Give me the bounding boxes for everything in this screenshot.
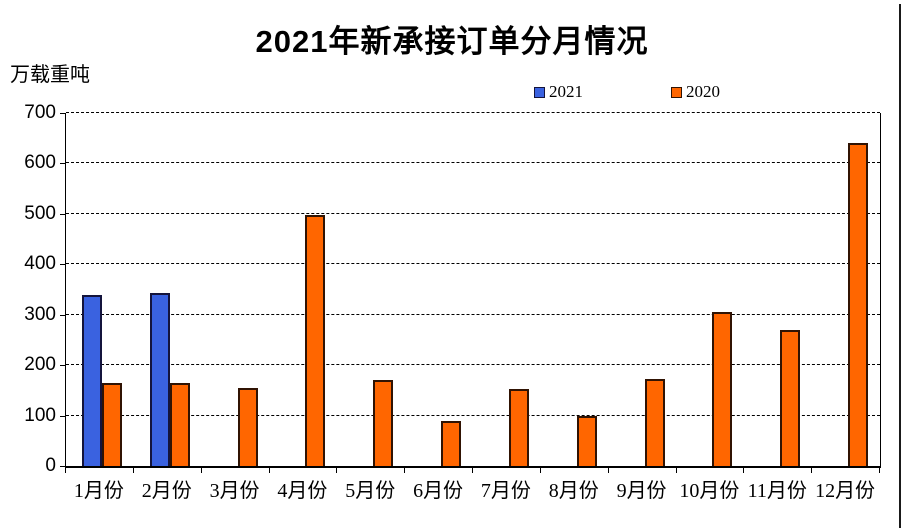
y-tick-mark-400 — [60, 264, 65, 266]
bar-2020-6月份 — [441, 420, 462, 466]
gridline-100 — [66, 414, 880, 416]
image-right-edge-line — [899, 4, 901, 528]
bar-2020-9月份 — [644, 379, 665, 466]
x-tick-mark-2 — [200, 468, 202, 473]
y-tick-label-600: 600 — [24, 152, 56, 174]
y-tick-mark-600 — [60, 163, 65, 165]
bar-2021-1月份 — [81, 294, 102, 466]
bar-2020-3月份 — [237, 387, 258, 466]
bar-2020-12月份 — [848, 143, 869, 466]
legend-swatch-2021-icon — [534, 86, 545, 98]
bar-group-9月份 — [609, 113, 677, 466]
x-tick-label-1月份: 1月份 — [73, 480, 124, 502]
y-tick-mark-100 — [60, 415, 65, 417]
legend: 2021 2020 — [534, 82, 720, 102]
x-tick-mark-1 — [132, 468, 134, 473]
bar-2020-5月份 — [373, 380, 394, 466]
bar-group-7月份 — [473, 113, 541, 466]
x-tick-mark-11 — [811, 468, 813, 473]
x-tick-label-3月份: 3月份 — [209, 480, 260, 502]
x-tick-mark-4 — [336, 468, 338, 473]
bar-group-1月份 — [66, 113, 134, 466]
y-tick-label-100: 100 — [24, 404, 56, 426]
bar-2020-10月份 — [712, 312, 733, 466]
plot-area — [65, 112, 881, 468]
bar-2020-7月份 — [508, 389, 529, 466]
bar-2020-4月份 — [305, 214, 326, 466]
bar-2020-11月份 — [780, 329, 801, 466]
y-tick-mark-500 — [60, 213, 65, 215]
legend-swatch-2020-icon — [671, 86, 682, 98]
gridline-700 — [66, 112, 880, 113]
bar-2020-2月份 — [169, 382, 190, 466]
x-tick-label-11月份: 11月份 — [747, 480, 807, 502]
y-tick-label-200: 200 — [24, 354, 56, 376]
y-tick-label-400: 400 — [24, 253, 56, 275]
x-tick-mark-6 — [472, 468, 473, 473]
x-tick-label-2月份: 2月份 — [141, 480, 192, 502]
gridline-300 — [66, 313, 880, 315]
y-axis-unit-label: 万载重吨 — [10, 64, 90, 86]
bar-group-4月份 — [270, 113, 338, 466]
legend-item-2021: 2021 — [534, 82, 583, 102]
legend-item-2020: 2020 — [671, 82, 720, 102]
x-tick-mark-10 — [743, 468, 745, 473]
bar-group-8月份 — [541, 113, 609, 466]
bar-group-12月份 — [812, 113, 880, 466]
x-tick-label-7月份: 7月份 — [480, 480, 531, 502]
bar-2020-8月份 — [576, 415, 597, 466]
y-tick-label-500: 500 — [24, 202, 56, 224]
bar-group-3月份 — [202, 113, 270, 466]
chart-title: 2021年新承接订单分月情况 — [255, 24, 649, 59]
legend-label-2020: 2020 — [686, 82, 720, 101]
gridline-200 — [66, 364, 880, 366]
x-tick-label-4月份: 4月份 — [277, 480, 328, 502]
y-tick-mark-0 — [60, 466, 65, 467]
bar-2020-1月份 — [101, 382, 122, 466]
gridline-600 — [66, 162, 880, 164]
x-tick-mark-12 — [879, 468, 880, 473]
bar-group-10月份 — [677, 113, 745, 466]
x-tick-label-9月份: 9月份 — [616, 480, 667, 502]
x-tick-mark-8 — [607, 468, 609, 473]
y-tick-label-0: 0 — [45, 455, 56, 476]
y-tick-mark-200 — [60, 365, 65, 367]
bar-group-5月份 — [337, 113, 405, 466]
y-tick-label-300: 300 — [24, 303, 56, 325]
gridline-400 — [66, 263, 880, 265]
bar-2021-2月份 — [149, 293, 170, 466]
bar-group-6月份 — [405, 113, 473, 466]
x-tick-label-12月份: 12月份 — [815, 480, 876, 502]
x-tick-label-6月份: 6月份 — [413, 480, 464, 502]
gridline-500 — [66, 212, 880, 214]
x-tick-mark-7 — [539, 468, 541, 473]
x-tick-mark-9 — [675, 468, 677, 473]
x-tick-label-5月份: 5月份 — [345, 480, 396, 502]
x-tick-mark-5 — [404, 468, 406, 473]
bar-group-11月份 — [744, 113, 812, 466]
y-tick-label-700: 700 — [24, 102, 56, 123]
x-tick-label-10月份: 10月份 — [679, 480, 740, 502]
x-tick-label-8月份: 8月份 — [548, 480, 599, 502]
bar-group-2月份 — [134, 113, 202, 466]
legend-label-2021: 2021 — [549, 82, 583, 101]
y-tick-mark-300 — [60, 314, 65, 316]
x-tick-mark-3 — [268, 468, 270, 473]
x-tick-mark-0 — [65, 468, 66, 473]
y-tick-mark-700 — [60, 113, 65, 114]
